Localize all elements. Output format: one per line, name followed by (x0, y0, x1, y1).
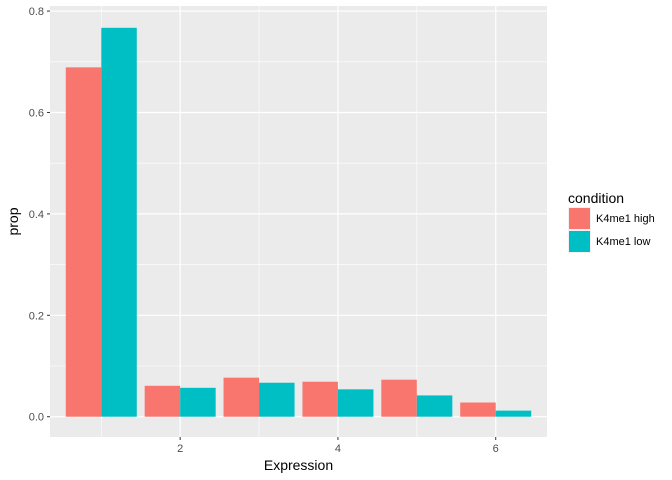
y-tick-label: 0.2 (29, 310, 44, 322)
legend-label: K4me1 high (596, 213, 655, 225)
bar-k4me1-low-4 (337, 389, 374, 417)
bar-k4me1-low-6 (495, 410, 532, 417)
y-axis-title: prop (5, 207, 21, 235)
legend-swatch (569, 208, 590, 229)
bar-k4me1-low-3 (259, 382, 295, 417)
bars (65, 27, 532, 417)
y-tick-label: 0.8 (29, 6, 44, 18)
bar-k4me1-low-1 (101, 27, 137, 417)
x-tick-label: 2 (177, 443, 183, 455)
x-axis-title: Expression (264, 457, 333, 473)
bar-k4me1-low-2 (180, 387, 216, 417)
bar-k4me1-high-6 (460, 402, 496, 417)
x-tick-label: 6 (493, 443, 499, 455)
y-tick-label: 0.6 (29, 107, 44, 119)
bar-k4me1-high-3 (223, 377, 260, 417)
x-tick-label: 4 (335, 443, 341, 455)
legend-title: condition (568, 190, 624, 206)
legend: condition K4me1 high K4me1 low (568, 190, 655, 253)
bar-k4me1-high-5 (381, 379, 417, 417)
y-tick-label: 0.4 (29, 209, 44, 221)
legend-label: K4me1 low (596, 236, 650, 248)
bar-k4me1-high-4 (302, 381, 338, 417)
bar-k4me1-high-2 (144, 385, 181, 417)
legend-swatch (569, 231, 590, 252)
bar-k4me1-high-1 (65, 67, 102, 417)
y-axis: 0.0 0.2 0.4 0.6 0.8 (29, 6, 50, 424)
x-axis: 2 4 6 (177, 437, 499, 455)
y-tick-label: 0.0 (29, 412, 44, 424)
bar-k4me1-low-5 (416, 395, 453, 417)
